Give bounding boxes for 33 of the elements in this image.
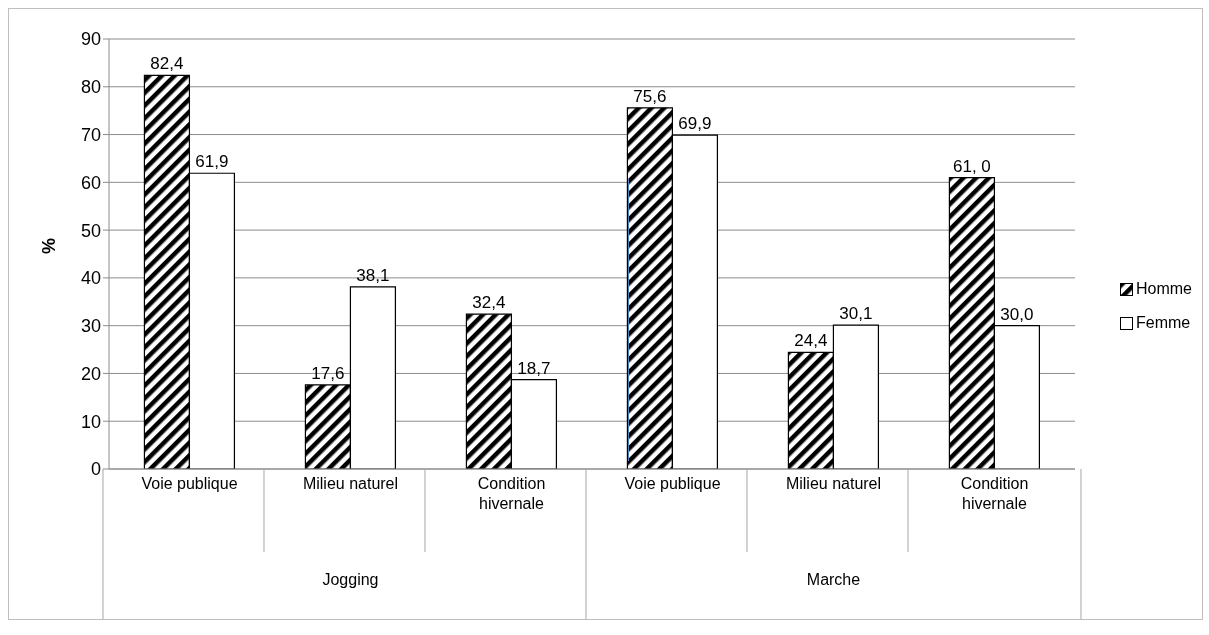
data-label: 32,4	[472, 293, 506, 313]
text: Marche	[806, 571, 861, 588]
x-tick-label: Condition hivernale	[960, 475, 1029, 512]
y-tick-label: 20	[80, 363, 101, 384]
x-tick-label: Voie publique	[141, 475, 238, 492]
x-tick-label: Milieu naturel	[302, 475, 399, 492]
data-label: 17,6	[311, 363, 345, 383]
legend-label: Femme	[1135, 314, 1191, 332]
y-tick-label: 0	[90, 459, 101, 480]
y-tick-label: 60	[80, 172, 101, 193]
y-axis-title: %	[39, 237, 60, 254]
y-tick-label: 90	[80, 29, 101, 50]
y-tick-label: 10	[80, 411, 101, 432]
data-label: 82,4	[150, 54, 184, 74]
x-tick-label: Condition hivernale	[477, 475, 546, 512]
text: Jogging	[322, 571, 379, 588]
y-tick-label: 40	[80, 268, 101, 289]
data-label: 69,9	[678, 114, 712, 134]
x-tick-label: Milieu naturel	[785, 475, 882, 492]
data-label: 30,1	[839, 304, 873, 324]
y-tick-label: 70	[80, 124, 101, 145]
data-label: 18,7	[517, 358, 551, 378]
data-label: 30,0	[1000, 304, 1034, 324]
data-label: 61,9	[195, 152, 229, 172]
data-label: 61, 0	[953, 156, 991, 176]
y-tick-label: 30	[80, 316, 101, 337]
data-label: 24,4	[794, 331, 828, 351]
data-label: 75,6	[633, 86, 667, 106]
y-tick-label: 50	[80, 220, 101, 241]
data-label: 38,1	[356, 265, 390, 285]
legend-label: Homme	[1135, 280, 1192, 298]
x-tick-label: Voie publique	[624, 475, 721, 492]
y-tick-label: 80	[80, 77, 101, 98]
